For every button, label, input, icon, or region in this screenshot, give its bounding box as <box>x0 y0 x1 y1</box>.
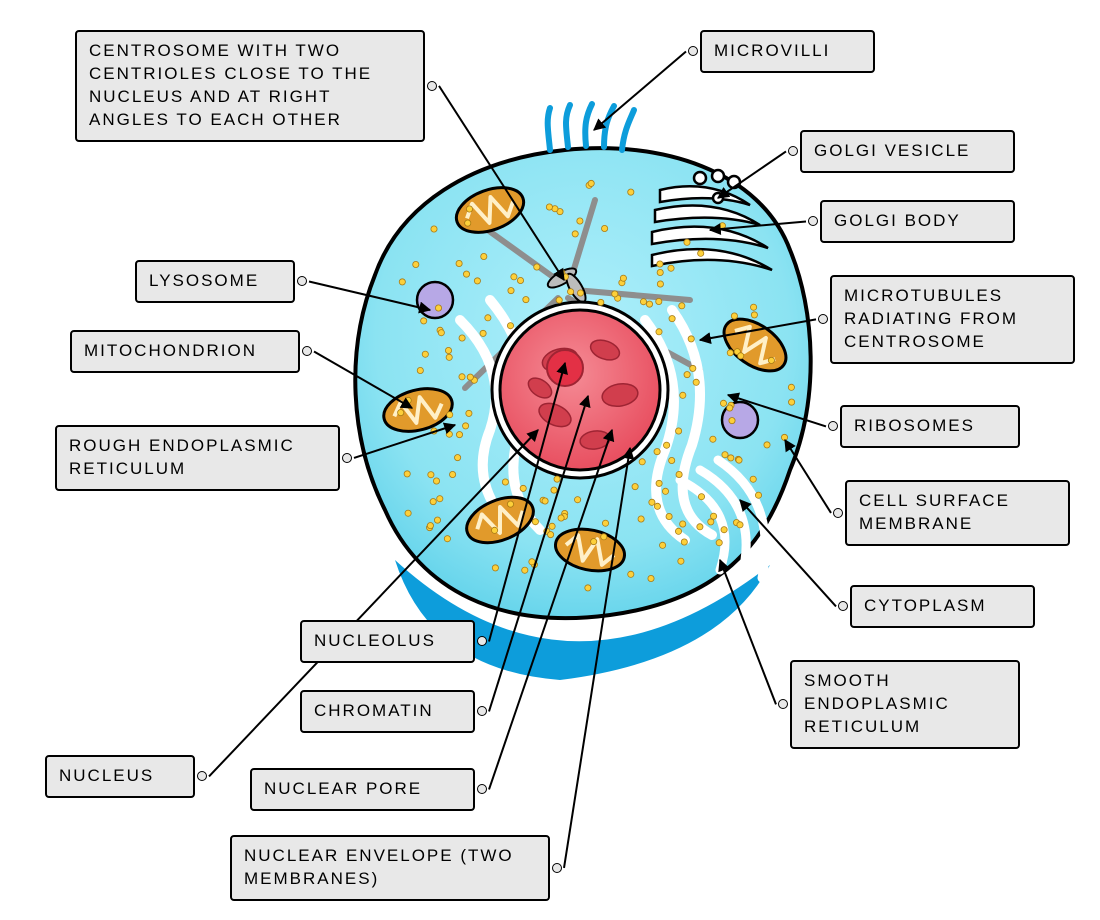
label-centrosome: CENTROSOME WITH TWO CENTRIOLES CLOSE TO … <box>75 30 425 142</box>
label-microtubules: MICROTUBULES RADIATING FROM CENTROSOME <box>830 275 1075 364</box>
nucleolus <box>547 350 583 386</box>
label-nuclear_env: NUCLEAR ENVELOPE (TWO MEMBRANES) <box>230 835 550 901</box>
label-rer: ROUGH ENDOPLASMIC RETICULUM <box>55 425 340 491</box>
label-ser: SMOOTH ENDOPLASMIC RETICULUM <box>790 660 1020 749</box>
label-nucleus: NUCLEUS <box>45 755 195 798</box>
label-lysosome: LYSOSOME <box>135 260 295 303</box>
leader-golgi_vesicle <box>718 151 786 198</box>
label-mitochondrion: MITOCHONDRION <box>70 330 300 373</box>
leader-membrane <box>785 440 831 513</box>
label-membrane: CELL SURFACE MEMBRANE <box>845 480 1070 546</box>
label-golgi_body: GOLGI BODY <box>820 200 1015 243</box>
microvilli <box>548 104 634 150</box>
label-nuclear_pore: NUCLEAR PORE <box>250 768 475 811</box>
label-golgi_vesicle: GOLGI VESICLE <box>800 130 1015 173</box>
leader-microvilli <box>594 51 686 130</box>
label-chromatin: CHROMATIN <box>300 690 475 733</box>
label-microvilli: MICROVILLI <box>700 30 875 73</box>
label-ribosomes: RIBOSOMES <box>840 405 1020 448</box>
leader-cytoplasm <box>740 500 836 606</box>
cell-diagram: { "diagram": { "type": "labeled-anatomy-… <box>0 0 1100 920</box>
label-cytoplasm: CYTOPLASM <box>850 585 1035 628</box>
label-nucleolus: NUCLEOLUS <box>300 620 475 663</box>
